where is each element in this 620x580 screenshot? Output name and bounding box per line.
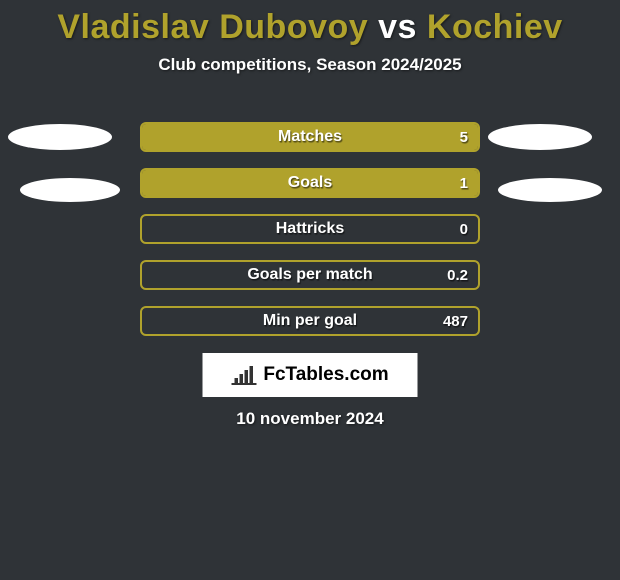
title-vs: vs bbox=[368, 8, 427, 46]
decorative-ellipse bbox=[8, 124, 112, 150]
stat-row-label: Goals bbox=[142, 174, 478, 192]
date-text: 10 november 2024 bbox=[0, 409, 620, 429]
stat-row: Goals1 bbox=[140, 168, 480, 198]
logo: FcTables.com bbox=[231, 364, 388, 386]
stat-row: Matches5 bbox=[140, 122, 480, 152]
title-player-left: Vladislav Dubovoy bbox=[57, 8, 368, 46]
bar-chart-icon bbox=[231, 364, 259, 386]
stat-row-value: 5 bbox=[460, 129, 468, 146]
title-player-right: Kochiev bbox=[427, 8, 563, 46]
decorative-ellipse bbox=[488, 124, 592, 150]
stat-row-label: Min per goal bbox=[142, 312, 478, 330]
decorative-ellipse bbox=[20, 178, 120, 202]
stat-row-value: 0 bbox=[460, 221, 468, 238]
stat-row-value: 1 bbox=[460, 175, 468, 192]
decorative-ellipse bbox=[498, 178, 602, 202]
subtitle: Club competitions, Season 2024/2025 bbox=[0, 55, 620, 75]
logo-text: FcTables.com bbox=[263, 364, 388, 386]
stat-row-value: 0.2 bbox=[447, 267, 468, 284]
page-title: Vladislav Dubovoy vs Kochiev bbox=[0, 0, 620, 47]
content: Vladislav Dubovoy vs Kochiev Club compet… bbox=[0, 0, 620, 580]
logo-box: FcTables.com bbox=[203, 353, 418, 397]
stat-row: Goals per match0.2 bbox=[140, 260, 480, 290]
stat-row-label: Hattricks bbox=[142, 220, 478, 238]
stat-row-value: 487 bbox=[443, 313, 468, 330]
stat-row: Min per goal487 bbox=[140, 306, 480, 336]
stat-row-label: Matches bbox=[142, 128, 478, 146]
stat-rows: Matches5Goals1Hattricks0Goals per match0… bbox=[140, 122, 480, 352]
stat-row: Hattricks0 bbox=[140, 214, 480, 244]
stat-row-label: Goals per match bbox=[142, 266, 478, 284]
